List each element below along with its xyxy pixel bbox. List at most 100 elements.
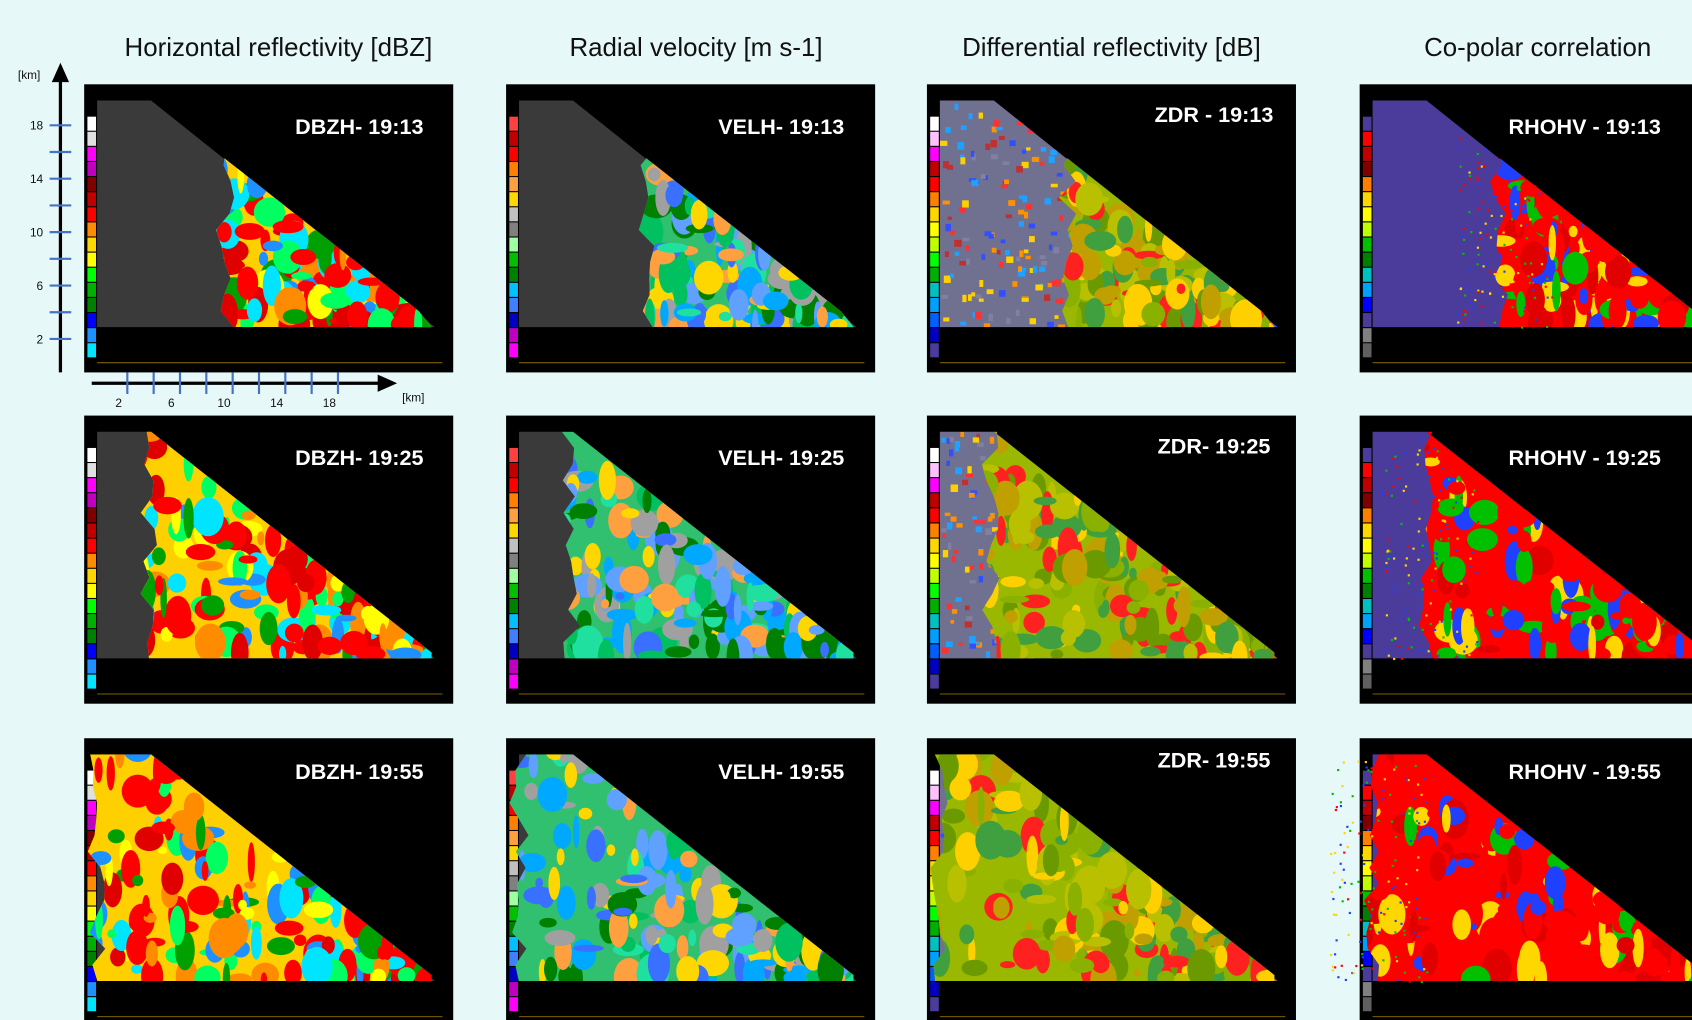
echo-blob — [170, 906, 185, 946]
noise — [1396, 466, 1398, 468]
noise — [1524, 197, 1526, 199]
noise — [1521, 187, 1523, 189]
noise — [1398, 477, 1400, 479]
noise — [1016, 310, 1020, 316]
noise — [1405, 564, 1407, 566]
colorbar-segment — [930, 937, 939, 951]
noise — [1388, 539, 1390, 541]
echo-blob — [238, 900, 247, 911]
noise — [979, 576, 983, 582]
echo-blob — [107, 929, 116, 938]
noise — [1400, 923, 1402, 925]
noise — [1417, 856, 1419, 858]
noise — [1466, 286, 1468, 288]
colorbar-segment — [87, 222, 96, 236]
noise — [1471, 614, 1473, 616]
echo-blob — [688, 930, 696, 947]
echo-blob — [659, 934, 676, 953]
noise — [1422, 650, 1424, 652]
noise — [1362, 891, 1364, 893]
noise — [1404, 934, 1406, 936]
echo-blob — [1429, 851, 1446, 881]
echo-blob — [107, 756, 115, 790]
noise — [1378, 793, 1380, 795]
noise — [1341, 879, 1343, 881]
noise — [1349, 830, 1351, 832]
noise — [1534, 185, 1536, 187]
colorbar-segment — [509, 982, 518, 996]
noise — [1459, 137, 1461, 139]
noise — [1477, 179, 1479, 181]
echo-blob — [577, 471, 598, 484]
noise — [1412, 548, 1414, 550]
echo-blob — [1503, 610, 1525, 630]
noise — [1435, 568, 1437, 570]
noise — [999, 136, 1005, 140]
echo-blob — [784, 632, 803, 662]
noise — [1404, 452, 1406, 454]
noise — [1512, 325, 1514, 327]
noise — [1374, 871, 1376, 873]
colorbar-segment — [930, 147, 939, 161]
colorbar-segment — [509, 584, 518, 598]
noise — [1025, 256, 1030, 260]
echo-blob — [1109, 639, 1133, 661]
noise — [942, 534, 945, 538]
echo-blob — [1569, 882, 1592, 916]
noise — [945, 251, 949, 257]
noise — [1395, 836, 1397, 838]
echo-blob — [1125, 922, 1135, 939]
echo-blob — [1552, 271, 1561, 311]
noise — [1372, 968, 1374, 970]
noise — [1373, 887, 1375, 889]
noise — [1424, 917, 1426, 919]
colorbar-segment — [509, 478, 518, 492]
echo-blob — [565, 762, 578, 788]
echo-blob — [557, 848, 565, 865]
noise — [1452, 507, 1454, 509]
echo-blob — [1675, 633, 1684, 660]
colorbar-segment — [1363, 147, 1372, 161]
noise — [976, 294, 982, 298]
echo-blob — [749, 959, 776, 966]
noise — [1340, 805, 1342, 807]
echo-blob — [1593, 585, 1615, 592]
noise — [1406, 557, 1408, 559]
echo-blob — [1483, 858, 1508, 875]
noise — [979, 280, 983, 287]
noise — [1032, 157, 1039, 162]
noise — [1463, 184, 1465, 186]
noise — [973, 437, 979, 442]
noise — [1400, 901, 1402, 903]
noise — [1425, 605, 1427, 607]
noise — [1450, 609, 1452, 611]
colorbar-segment — [930, 801, 939, 815]
noise — [1468, 654, 1470, 656]
noise — [1477, 521, 1479, 523]
noise — [1428, 650, 1430, 652]
noise — [986, 651, 990, 658]
noise — [945, 127, 951, 133]
echo-blob — [674, 618, 697, 627]
noise — [1418, 822, 1420, 824]
noise — [1401, 658, 1403, 660]
noise — [1515, 203, 1517, 205]
noise — [1018, 266, 1022, 272]
colorbar-segment — [1363, 967, 1372, 981]
noise — [1340, 844, 1342, 846]
noise — [965, 567, 970, 573]
noise — [1024, 249, 1029, 253]
noise — [1495, 271, 1497, 273]
noise — [1403, 490, 1405, 492]
noise — [1461, 497, 1463, 499]
noise — [1026, 204, 1033, 209]
noise — [1542, 310, 1544, 312]
noise — [962, 238, 969, 241]
echo-blob — [317, 637, 341, 655]
noise — [1392, 485, 1394, 487]
echo-blob — [1526, 283, 1545, 317]
noise — [1001, 185, 1008, 189]
noise — [1387, 908, 1389, 910]
noise — [1420, 955, 1422, 957]
noise — [1463, 228, 1465, 230]
